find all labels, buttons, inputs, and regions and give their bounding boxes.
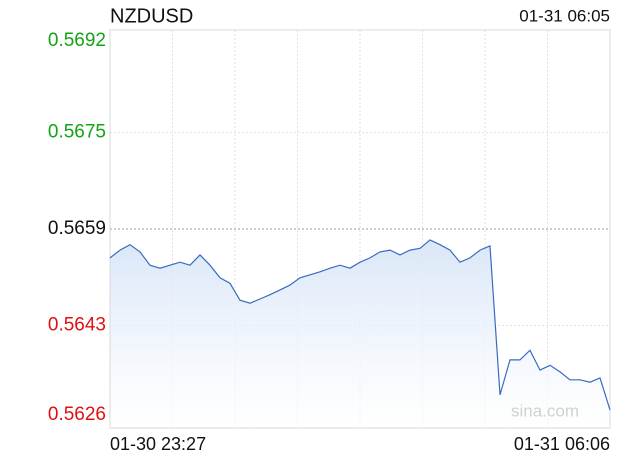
chart-title: NZDUSD [110,5,193,27]
y-tick-label: 0.5626 [48,404,106,425]
area [110,239,610,428]
timestamp: 01-31 06:05 [519,6,610,25]
y-tick-label: 0.5643 [48,315,106,336]
watermark: sina.com [511,401,579,420]
x-tick-label: 01-31 06:06 [514,434,610,454]
plot-frame [109,29,611,429]
y-tick-label: 0.5659 [48,218,106,239]
y-tick-label: 0.5675 [48,122,106,143]
x-tick-label: 01-30 23:27 [110,434,206,454]
price-line [109,239,611,411]
y-tick-label: 0.5692 [48,30,106,51]
